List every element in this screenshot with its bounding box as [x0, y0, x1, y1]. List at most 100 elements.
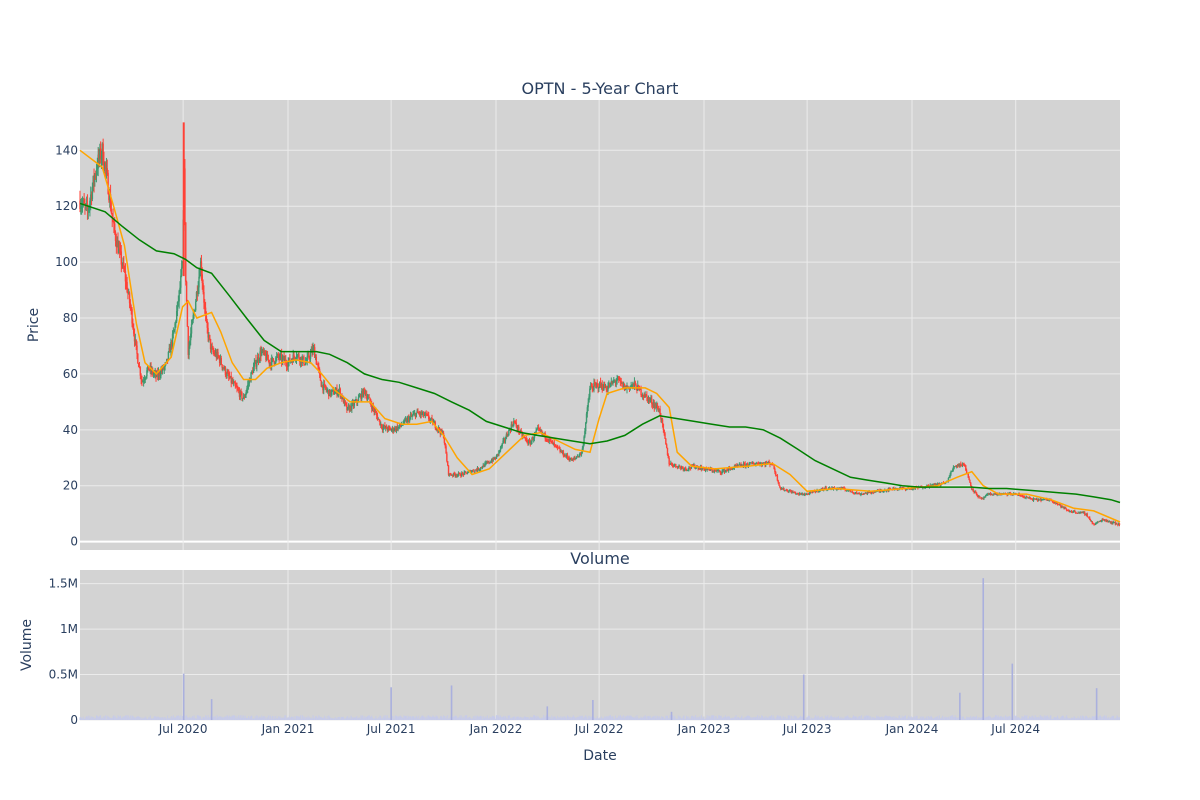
volume-bar	[817, 715, 819, 720]
candle-body	[529, 441, 532, 445]
volume-bar	[411, 716, 413, 720]
volume-bar	[824, 715, 826, 720]
candle-body	[130, 307, 132, 310]
volume-bar	[317, 717, 319, 720]
volume-bar	[1008, 716, 1010, 720]
candle-body	[349, 405, 351, 411]
candle-body	[724, 470, 727, 473]
candle-body	[461, 473, 463, 477]
volume-bar	[929, 716, 931, 720]
volume-bar	[381, 718, 383, 720]
volume-bar	[285, 715, 287, 720]
volume-bar	[948, 718, 950, 720]
volume-bar	[394, 718, 396, 720]
candle-body	[607, 386, 609, 391]
volume-bar	[274, 718, 276, 720]
volume-bar	[167, 718, 169, 720]
candle-body	[547, 440, 550, 442]
volume-bar	[260, 717, 262, 720]
candle-body	[347, 406, 350, 408]
volume-bar	[587, 715, 589, 720]
volume-bar	[539, 718, 541, 720]
candle-body	[665, 444, 668, 448]
candle-body	[100, 155, 103, 160]
candle-body	[953, 466, 955, 468]
candle-body	[736, 464, 738, 466]
candle-body	[670, 463, 672, 465]
candle-body	[422, 411, 424, 414]
candle-body	[425, 413, 427, 414]
volume-bar	[91, 716, 93, 720]
candle-body	[1056, 503, 1059, 505]
candle-body	[1088, 516, 1090, 518]
volume-bar	[357, 718, 359, 720]
candle-body	[641, 395, 643, 396]
volume-bar	[772, 715, 774, 720]
candle-body	[1082, 512, 1084, 513]
candle-body	[177, 301, 180, 303]
candle-body	[491, 460, 494, 462]
volume-bar	[616, 718, 618, 720]
volume-bar	[852, 715, 854, 720]
candle-body	[535, 430, 537, 433]
candle-body	[922, 487, 925, 489]
volume-y-tick-label: 1.5M	[49, 577, 78, 591]
volume-bar	[849, 717, 851, 720]
candle-body	[373, 408, 375, 412]
volume-bar	[1042, 718, 1044, 720]
candle-body	[469, 470, 471, 472]
candle-body	[610, 381, 613, 383]
volume-bar	[478, 716, 480, 720]
candle-body	[118, 248, 121, 250]
candle-body	[304, 364, 306, 365]
volume-bar	[376, 718, 378, 720]
volume-bar	[851, 718, 853, 720]
candle-body	[479, 468, 481, 470]
candle-body	[577, 456, 579, 458]
candle-body	[473, 471, 475, 473]
volume-bar	[741, 715, 743, 720]
volume-bar	[839, 718, 841, 720]
volume-bar	[350, 715, 352, 720]
volume-bar	[336, 718, 338, 720]
volume-bar	[766, 717, 768, 720]
volume-bar	[682, 716, 684, 720]
candle-body	[703, 468, 706, 471]
candle-body	[575, 457, 577, 459]
candle-body	[992, 494, 994, 496]
volume-bar	[389, 718, 391, 720]
candle-body	[368, 397, 370, 399]
volume-spike-bar	[982, 578, 985, 720]
candle-body	[1083, 512, 1085, 514]
candle-body	[501, 443, 503, 447]
candle-body	[808, 492, 811, 495]
volume-bar	[995, 715, 997, 720]
volume-bar	[633, 717, 635, 720]
volume-bar	[573, 716, 575, 720]
volume-bar	[252, 718, 254, 720]
candle-body	[211, 347, 213, 349]
volume-bar	[471, 718, 473, 720]
volume-bar	[466, 715, 468, 720]
volume-bar	[952, 717, 954, 720]
volume-bar	[623, 715, 625, 720]
candle-body	[699, 466, 702, 470]
candle-body	[679, 466, 681, 467]
price-y-tick-label: 20	[63, 479, 78, 493]
candle-body	[1025, 496, 1027, 498]
volume-bar	[634, 716, 636, 720]
candle-body	[841, 487, 843, 489]
candle-body	[404, 419, 407, 421]
volume-bar	[766, 717, 768, 720]
volume-bar	[368, 715, 370, 720]
volume-bar	[421, 715, 423, 720]
volume-bar	[229, 715, 231, 720]
candle-body	[808, 493, 810, 495]
volume-bar	[1070, 718, 1072, 720]
candle-body	[1116, 523, 1118, 525]
candle-body	[800, 494, 803, 495]
candle-body	[318, 366, 320, 370]
candle-body	[721, 471, 723, 474]
volume-bar	[626, 715, 628, 720]
